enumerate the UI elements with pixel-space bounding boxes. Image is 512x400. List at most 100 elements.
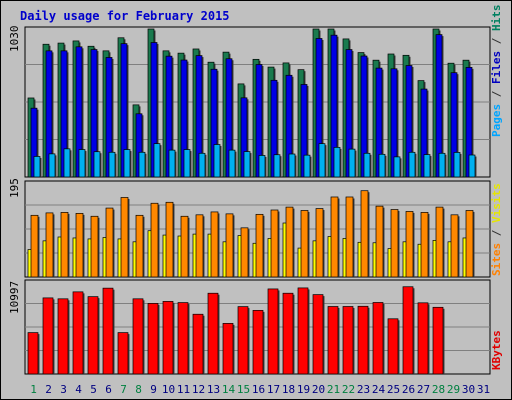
top-bar-pages-day-23 (363, 152, 371, 178)
top-bar-pages-day-3 (63, 148, 71, 178)
middle-bar-sites-day-28 (435, 206, 444, 278)
top-legend-item-2: Files (490, 51, 503, 84)
bottom-legend-text: KBytes (490, 330, 503, 370)
bottom-bar-kbytes-day-14 (222, 323, 234, 375)
top-bar-pages-day-5 (93, 151, 101, 178)
x-tick-label-day-29: 29 (447, 383, 460, 396)
middle-bar-sites-day-9 (150, 202, 159, 278)
bottom-bar-kbytes-day-28 (432, 306, 444, 375)
panel-kbytes: 10997 KBytes (8, 279, 503, 375)
bottom-bar-kbytes-day-6 (102, 287, 114, 375)
middle-bar-sites-day-23 (360, 190, 369, 278)
bottom-panel-legend: KBytes (490, 330, 503, 370)
panel-sites-visits: 195 Sites / Visits (8, 178, 503, 278)
top-bar-pages-day-8 (138, 151, 146, 178)
bottom-legend-item-0: KBytes (490, 330, 503, 370)
middle-bar-sites-day-25 (390, 209, 399, 278)
middle-bar-sites-day-15 (240, 227, 249, 278)
bottom-bar-kbytes-day-15 (237, 306, 249, 375)
middle-bar-sites-day-1 (30, 214, 39, 278)
bottom-bar-kbytes-day-10 (162, 301, 174, 375)
top-bar-pages-day-4 (78, 149, 86, 178)
x-tick-label-day-18: 18 (282, 383, 295, 396)
bottom-bar-kbytes-day-25 (387, 318, 399, 375)
bottom-bar-kbytes-day-11 (177, 302, 189, 375)
middle-bar-sites-day-18 (285, 206, 294, 278)
middle-legend-item-2: Visits (490, 183, 503, 223)
x-tick-label-day-3: 3 (60, 383, 67, 396)
top-bar-pages-day-29 (453, 152, 461, 178)
middle-legend-item-1: / (490, 223, 503, 243)
x-tick-label-day-23: 23 (357, 383, 370, 396)
middle-bar-sites-day-17 (270, 209, 279, 278)
bottom-bar-kbytes-day-17 (267, 288, 279, 375)
bottom-bar-kbytes-day-27 (417, 302, 429, 375)
top-bar-pages-day-9 (153, 143, 161, 178)
top-bar-pages-day-11 (183, 149, 191, 178)
bottom-bar-kbytes-day-4 (72, 291, 84, 375)
bottom-bar-kbytes-day-22 (342, 306, 354, 375)
x-tick-label-day-15: 15 (237, 383, 250, 396)
top-bar-pages-day-30 (468, 154, 476, 178)
top-bar-pages-day-24 (378, 153, 386, 178)
middle-bar-sites-day-2 (45, 212, 54, 278)
x-tick-label-day-27: 27 (417, 383, 430, 396)
middle-bar-sites-day-22 (345, 196, 354, 278)
x-tick-label-day-13: 13 (207, 383, 220, 396)
x-tick-label-day-22: 22 (342, 383, 355, 396)
top-bar-pages-day-26 (408, 151, 416, 178)
bottom-bar-kbytes-day-2 (42, 297, 54, 375)
middle-bar-sites-day-21 (330, 196, 339, 278)
x-tick-label-day-11: 11 (177, 383, 190, 396)
x-tick-label-day-21: 21 (327, 383, 340, 396)
bottom-bar-kbytes-day-26 (402, 286, 414, 375)
top-bar-pages-day-13 (213, 144, 221, 178)
middle-bar-sites-day-24 (375, 205, 384, 278)
x-tick-label-day-24: 24 (372, 383, 386, 396)
x-tick-label-day-7: 7 (120, 383, 127, 396)
x-tick-label-day-26: 26 (402, 383, 415, 396)
top-bar-pages-day-28 (438, 152, 446, 178)
bottom-bar-kbytes-day-18 (282, 292, 294, 375)
bottom-bar-kbytes-day-24 (372, 302, 384, 375)
x-tick-label-day-2: 2 (45, 383, 52, 396)
top-panel-max-label: 1030 (8, 26, 21, 53)
top-legend-item-4: Hits (490, 5, 503, 32)
bottom-bar-kbytes-day-13 (207, 292, 219, 375)
top-bar-pages-day-19 (303, 154, 311, 178)
x-tick-label-day-30: 30 (462, 383, 475, 396)
top-legend-item-3: / (490, 31, 503, 51)
middle-bar-sites-day-14 (225, 213, 234, 278)
top-bar-pages-day-20 (318, 143, 326, 178)
x-tick-label-day-28: 28 (432, 383, 445, 396)
x-tick-label-day-14: 14 (222, 383, 236, 396)
top-bar-pages-day-15 (243, 151, 251, 178)
middle-bar-sites-day-3 (60, 212, 69, 278)
bottom-bar-kbytes-day-7 (117, 332, 129, 375)
middle-bar-sites-day-8 (135, 214, 144, 278)
x-tick-label-day-16: 16 (252, 383, 265, 396)
bottom-bar-kbytes-day-3 (57, 298, 69, 375)
x-tick-label-day-8: 8 (135, 383, 142, 396)
middle-legend-item-0: Sites (490, 243, 503, 276)
middle-bar-sites-day-26 (405, 211, 414, 278)
bottom-bar-kbytes-day-1 (27, 332, 39, 375)
middle-bar-sites-day-27 (420, 212, 429, 278)
middle-legend-text: Sites / Visits (490, 183, 503, 276)
middle-bar-sites-day-19 (300, 210, 309, 278)
top-bar-pages-day-21 (333, 147, 341, 178)
chart-title: Daily usage for February 2015 (20, 9, 230, 23)
middle-bar-sites-day-30 (465, 210, 474, 278)
middle-bar-sites-day-11 (180, 215, 189, 278)
top-panel-legend: Pages / Files / Hits (490, 5, 503, 138)
top-bar-pages-day-1 (33, 156, 41, 178)
top-bar-pages-day-18 (288, 153, 296, 178)
top-bar-pages-day-7 (123, 149, 131, 178)
middle-bar-sites-day-12 (195, 214, 204, 278)
middle-bar-sites-day-20 (315, 208, 324, 278)
top-legend-text: Pages / Files / Hits (490, 5, 503, 138)
panel-pages-files-hits: 1030 Pages / Files / Hits (8, 5, 503, 178)
top-bar-pages-day-14 (228, 149, 236, 178)
bottom-bar-kbytes-day-5 (87, 296, 99, 375)
